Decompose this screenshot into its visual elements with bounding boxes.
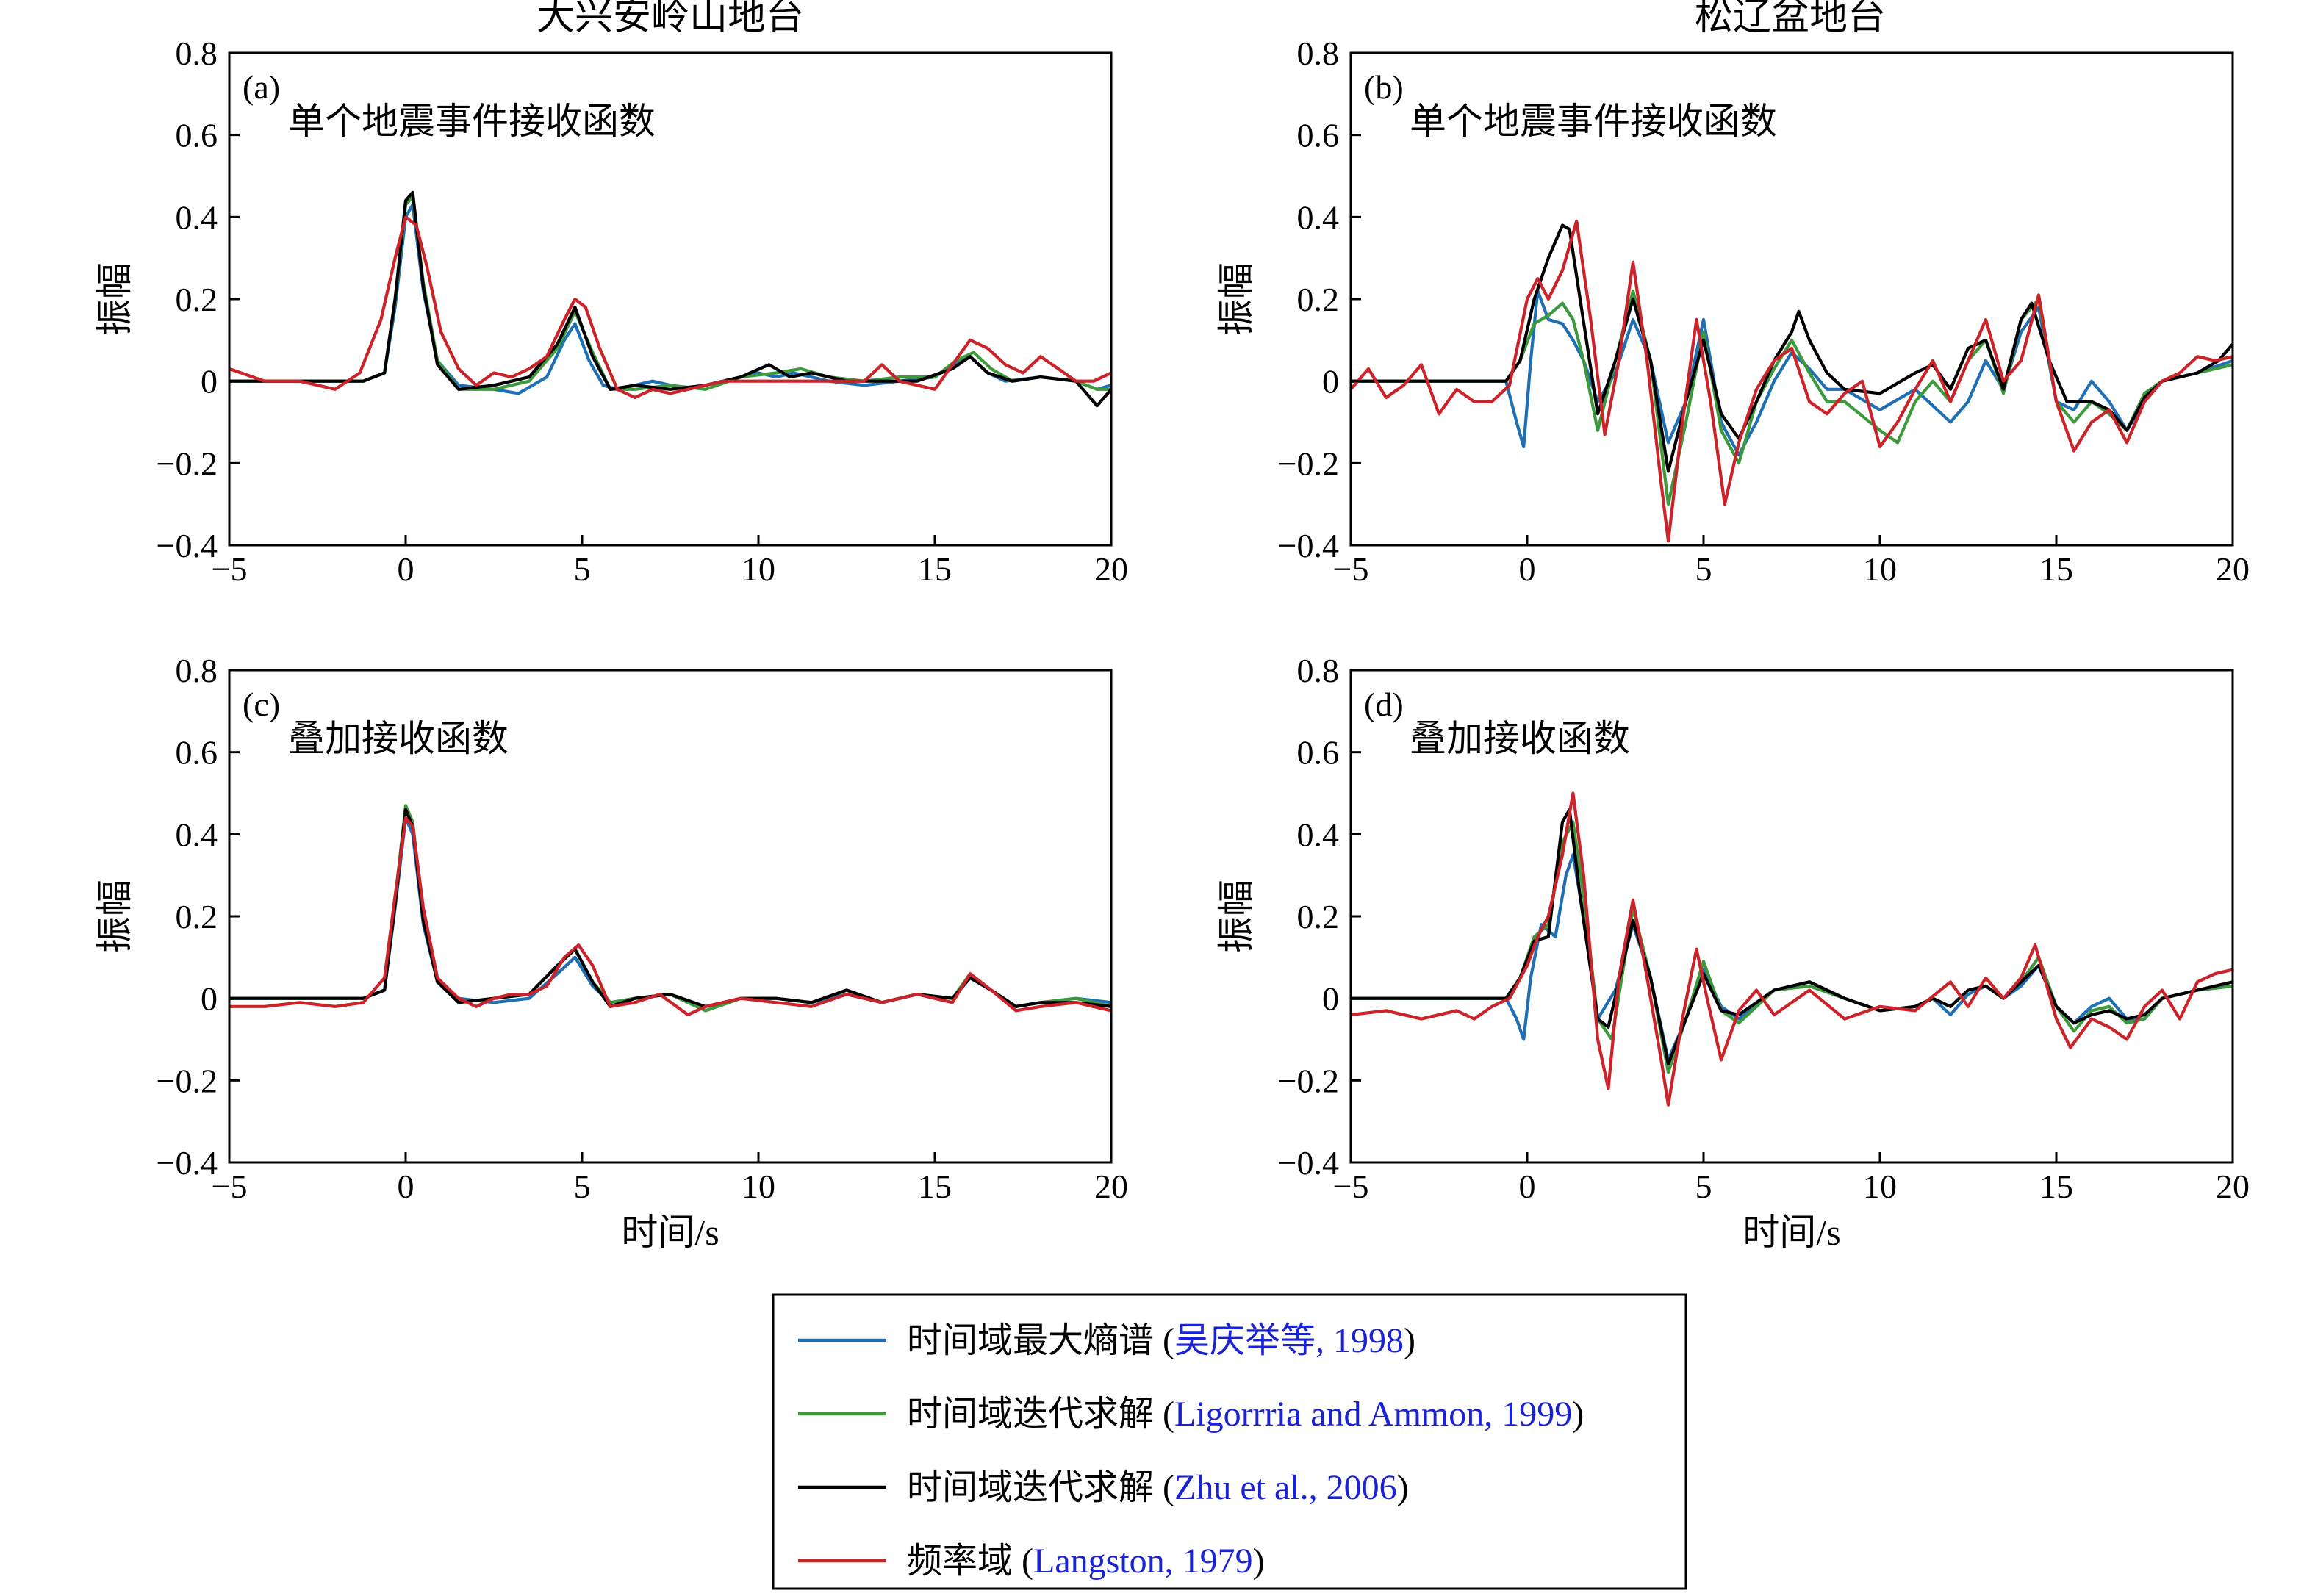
y-tick-label: 0.6 [1297,117,1340,154]
series-line-a-4 [229,215,1111,400]
legend-label-2: 时间域迭代求解 (Ligorrria and Ammon, 1999) [907,1395,1584,1434]
panel-d: −5 0 5 10 15 20 −0.4 −0.2 0 0.2 0.4 0.6 0.8 (d)叠加接收函数… [1216,652,2250,1253]
panel-b: −5 0 5 10 15 20 −0.4 −0.2 0 0.2 0.4 0.6 0.8 (b)单个地震事件… [1216,35,2250,588]
legend-label-3: 时间域迭代求解 (Zhu et al., 2006) [907,1468,1409,1507]
x-tick-label: 0 [1519,1168,1536,1205]
y-tick-label: −0.4 [1278,527,1339,564]
series-line-d-3 [1351,808,2233,1066]
x-tick-label: 20 [1094,550,1128,588]
panel-subtitle-a: 单个地震事件接收函数 [288,101,656,142]
series-line-c-3 [229,808,1111,1008]
panel-subtitle-d: 叠加接收函数 [1410,718,1630,759]
x-tick-label: 0 [398,1168,414,1205]
y-tick-label: 0.6 [176,734,218,772]
y-axis-label-d: 振幅 [1216,880,1257,953]
x-tick-label: 15 [2039,1168,2073,1205]
x-tick-label: 20 [2216,1168,2250,1205]
series-line-b-4 [1351,219,2233,543]
panel-subtitle-b: 单个地震事件接收函数 [1410,101,1777,142]
y-tick-label: 0.4 [176,816,218,853]
panel-label-c: (c) [243,686,280,723]
y-axis-label-a: 振幅 [94,262,135,336]
x-tick-label: 5 [574,550,591,588]
y-tick-label: 0 [1322,363,1339,400]
x-tick-label: 15 [2039,550,2073,588]
x-tick-label: 5 [574,1168,591,1205]
y-tick-label: 0.4 [1297,816,1340,853]
legend-label-4: 频率域 (Langston, 1979) [907,1542,1265,1581]
y-tick-label: 0.8 [176,652,218,689]
x-tick-label: 10 [1863,1168,1897,1205]
series-line-d-4 [1351,791,2233,1107]
x-tick-label: 5 [1695,1168,1712,1205]
panel-c: −5 0 5 10 15 20 −0.4 −0.2 0 0.2 0.4 0.6 0.8 (c)叠加接收函数… [94,652,1128,1253]
series-line-d-1 [1351,853,2233,1062]
x-tick-label: 15 [918,550,952,588]
y-tick-label: 0.2 [1297,281,1340,318]
y-tick-label: 0.6 [176,117,218,154]
x-tick-label: 10 [1863,550,1897,588]
x-tick-label: 0 [1519,550,1536,588]
x-tick-label: 0 [398,550,414,588]
y-axis-label-c: 振幅 [94,880,135,953]
x-axis-label-d: 时间/s [1742,1212,1840,1253]
y-axis-label-b: 振幅 [1216,262,1257,336]
x-tick-label: 10 [742,550,775,588]
series-line-b-1 [1351,289,2233,457]
y-tick-label: 0.8 [1297,35,1340,72]
y-tick-label: 0 [201,980,218,1018]
x-tick-label: 15 [918,1168,952,1205]
legend: 时间域最大熵谱 (吴庆举等, 1998) 时间域迭代求解 (Ligorrria a… [772,1293,1687,1590]
y-tick-label: −0.4 [1278,1144,1339,1182]
y-tick-label: 0.2 [1297,898,1340,935]
series-line-d-2 [1351,820,2233,1074]
x-axis-label-c: 时间/s [621,1212,719,1253]
y-tick-label: 0.4 [1297,198,1340,236]
x-tick-label: 5 [1695,550,1712,588]
column-title-right: 松辽盆地台 [1695,0,1886,38]
x-tick-label: 20 [1094,1168,1128,1205]
x-tick-label: 20 [2216,550,2250,588]
y-tick-label: −0.2 [1278,445,1339,482]
x-tick-label: −5 [212,1168,248,1205]
column-title-left: 大兴安岭山地台 [536,0,804,38]
y-tick-label: −0.2 [1278,1062,1339,1099]
x-tick-label: −5 [1333,550,1369,588]
y-tick-label: 0.4 [176,198,218,236]
y-tick-label: 0.8 [176,35,218,72]
series-line-a-2 [229,195,1111,391]
x-tick-label: −5 [1333,1168,1369,1205]
series-line-c-4 [229,816,1111,1017]
y-tick-label: −0.4 [157,1144,218,1182]
series-line-a-3 [229,190,1111,408]
y-tick-label: 0.6 [1297,734,1340,772]
y-tick-label: −0.4 [157,527,218,564]
panel-label-d: (d) [1364,686,1404,723]
panel-a: −5 0 5 10 15 20 −0.4 −0.2 0 0.2 0.4 0.6 0.8 (a)单个地震事件… [94,35,1128,588]
y-tick-label: 0.2 [176,898,218,935]
series-line-b-2 [1351,289,2233,506]
y-tick-label: 0 [1322,980,1339,1018]
panel-label-b: (b) [1364,68,1404,106]
y-tick-label: 0.8 [1297,652,1340,689]
panel-subtitle-c: 叠加接收函数 [288,718,509,759]
x-tick-label: 10 [742,1168,775,1205]
legend-label-1: 时间域最大熵谱 (吴庆举等, 1998) [907,1321,1415,1360]
y-tick-label: −0.2 [157,1062,218,1099]
panel-label-a: (a) [243,68,280,106]
y-tick-label: −0.2 [157,445,218,482]
y-tick-label: 0.2 [176,281,218,318]
y-tick-label: 0 [201,363,218,400]
series-line-b-3 [1351,223,2233,473]
legend-box [772,1293,1687,1590]
x-tick-label: −5 [212,550,248,588]
